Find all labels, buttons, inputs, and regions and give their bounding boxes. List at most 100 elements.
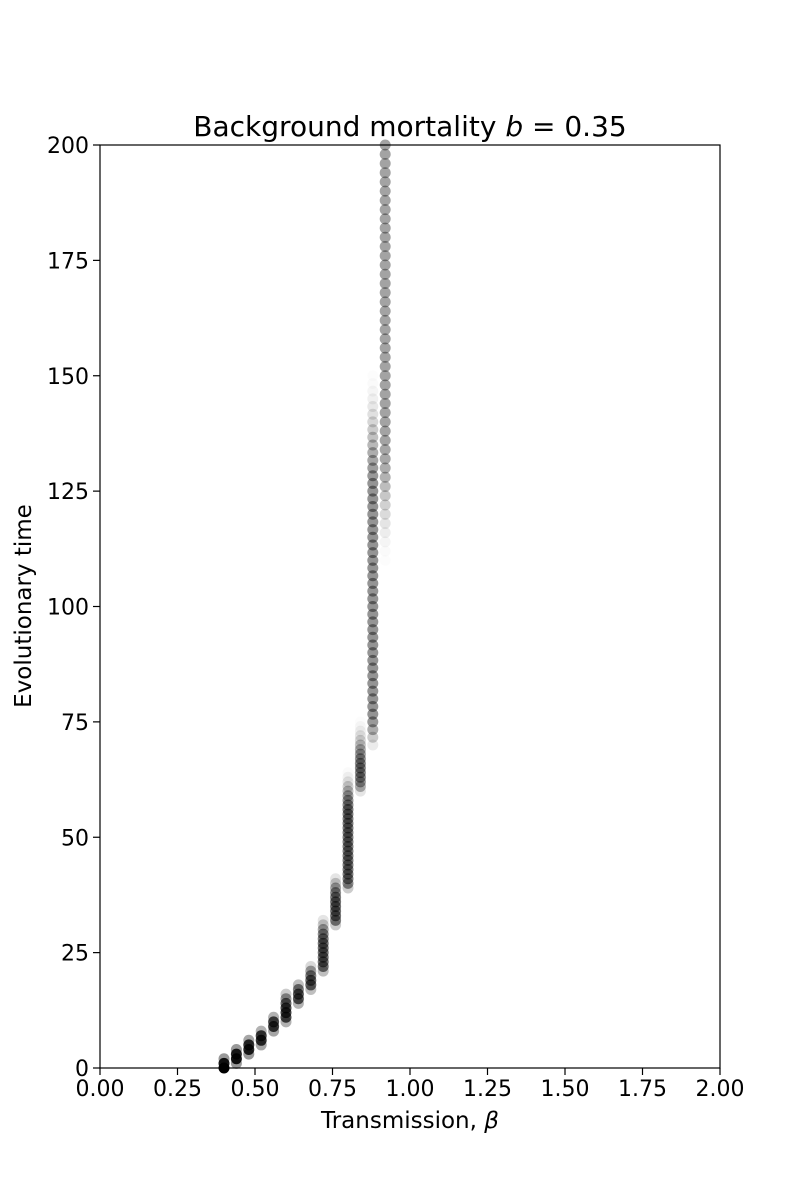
data-point <box>379 314 391 326</box>
data-point <box>367 424 379 436</box>
data-point <box>317 928 329 940</box>
data-point <box>379 213 391 225</box>
data-point <box>367 601 379 612</box>
data-point <box>367 739 379 751</box>
data-point <box>218 1057 230 1069</box>
data-point <box>342 780 354 792</box>
data-point <box>367 431 379 443</box>
data-point <box>379 296 391 308</box>
data-point <box>367 501 379 513</box>
data-point <box>379 250 391 262</box>
data-point <box>342 882 354 894</box>
data-point <box>379 324 391 336</box>
data-point <box>367 477 379 489</box>
data-point <box>230 1044 242 1056</box>
data-point <box>292 979 304 991</box>
data-point <box>379 204 391 216</box>
data-point <box>367 485 379 497</box>
data-point <box>367 531 379 543</box>
data-point <box>379 453 391 465</box>
data-point <box>305 965 317 977</box>
chart-title: Background mortality b = 0.35 <box>193 110 626 143</box>
x-axis: 0.00 0.25 0.50 0.75 1.00 1.25 1.50 1.75 2.00 <box>76 1068 744 1102</box>
data-point <box>379 407 391 419</box>
data-point <box>354 725 366 737</box>
data-point <box>379 342 391 354</box>
x-tick-label: 1.75 <box>618 1077 667 1102</box>
data-point <box>255 1025 267 1037</box>
y-tick-label: 50 <box>61 826 89 851</box>
data-point <box>379 388 391 400</box>
data-point <box>367 385 379 397</box>
data-point <box>367 708 379 720</box>
data-point <box>354 730 366 742</box>
data-point <box>243 1034 255 1046</box>
data-point <box>367 654 379 666</box>
data-point <box>354 785 366 797</box>
data-point <box>379 444 391 456</box>
data-point <box>330 891 342 903</box>
data-point <box>355 716 366 727</box>
data-point <box>379 305 391 317</box>
data-point <box>367 700 379 712</box>
data-point <box>367 462 379 474</box>
data-point <box>268 1011 280 1023</box>
data-point <box>379 268 391 280</box>
data-point <box>379 517 391 529</box>
data-point <box>280 993 292 1005</box>
data-point <box>367 516 379 528</box>
data-point <box>354 744 366 756</box>
data-point <box>379 333 391 345</box>
data-point <box>367 401 379 413</box>
data-point <box>367 470 379 482</box>
data-point <box>367 577 379 589</box>
data-point <box>379 536 391 548</box>
data-point <box>255 1030 267 1042</box>
data-point <box>379 185 391 197</box>
x-tick-label: 1.50 <box>541 1077 590 1102</box>
data-point <box>367 508 379 520</box>
data-point <box>342 799 354 811</box>
data-point <box>317 933 329 945</box>
y-axis-label: Evolutionary time <box>11 504 37 708</box>
data-point <box>367 716 379 728</box>
y-tick-label: 200 <box>47 134 89 159</box>
data-point <box>379 462 391 474</box>
data-point <box>354 776 366 788</box>
y-axis: 0 25 50 75 100 125 150 175 200 <box>47 134 100 1082</box>
data-point <box>367 677 379 689</box>
data-point <box>379 471 391 483</box>
data-point <box>367 593 379 605</box>
data-point <box>367 370 378 381</box>
data-point <box>342 794 354 806</box>
data-point <box>379 416 391 428</box>
y-tick-label: 125 <box>47 480 89 505</box>
plot-points <box>218 139 391 1074</box>
data-point <box>317 924 329 936</box>
data-point <box>367 493 379 505</box>
data-point <box>367 393 379 405</box>
data-point <box>367 662 379 674</box>
y-tick-label: 150 <box>47 365 89 390</box>
data-point <box>379 194 391 206</box>
data-point <box>354 734 366 746</box>
y-tick-label: 75 <box>61 711 89 736</box>
data-point <box>367 570 379 582</box>
data-point <box>379 222 391 234</box>
data-point <box>343 767 354 778</box>
data-point <box>379 425 391 437</box>
x-tick-label: 1.00 <box>386 1077 435 1102</box>
x-tick-label: 0.75 <box>308 1077 357 1102</box>
data-point <box>367 447 379 459</box>
data-point <box>342 804 354 816</box>
plot-frame <box>99 144 721 1069</box>
data-point <box>354 762 366 774</box>
data-point <box>379 351 391 363</box>
data-point <box>330 887 342 899</box>
data-point <box>367 539 379 551</box>
data-point <box>367 693 379 705</box>
data-point <box>280 988 292 1000</box>
data-point <box>292 984 304 996</box>
data-point <box>379 148 391 160</box>
